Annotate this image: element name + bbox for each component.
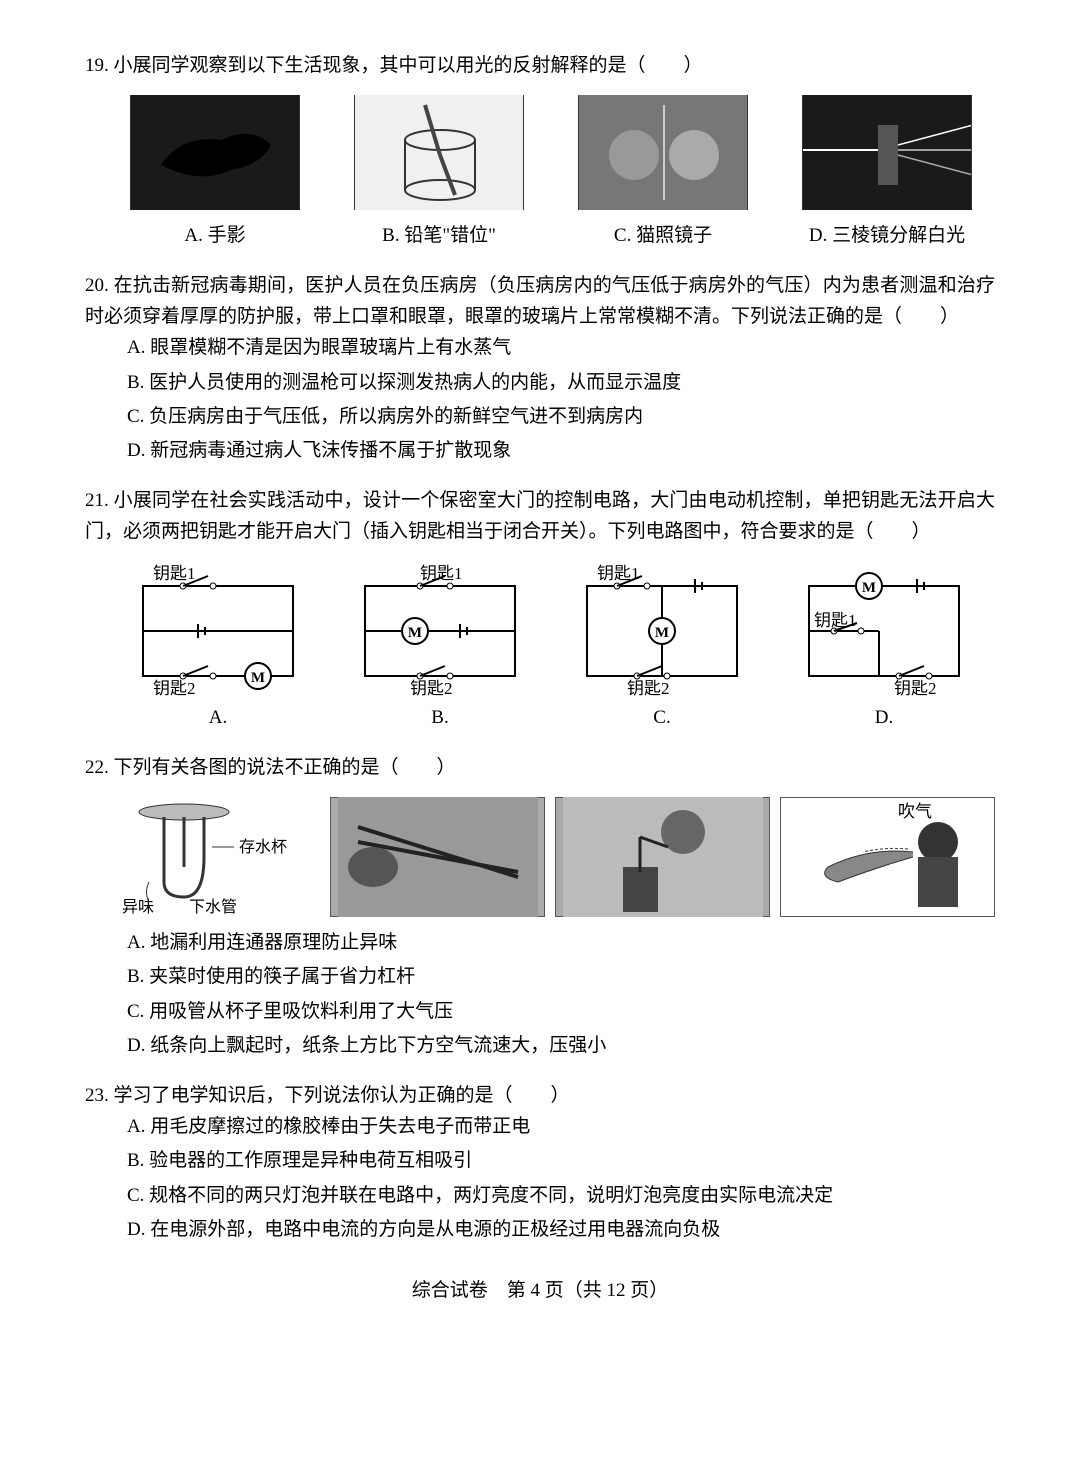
svg-text:M: M	[251, 670, 265, 686]
q23-number: 23.	[85, 1085, 109, 1106]
q23-options: A. 用毛皮摩擦过的橡胶棒由于失去电子而带正电 B. 验电器的工作原理是异种电荷…	[127, 1111, 995, 1245]
svg-text:M: M	[862, 580, 876, 596]
q19-opt-d: D. 三棱镜分解白光	[809, 220, 965, 251]
q23-opt-b: B. 验电器的工作原理是异种电荷互相吸引	[127, 1145, 995, 1176]
q22-opt-b: B. 夹菜时使用的筷子属于省力杠杆	[127, 961, 995, 992]
q19-opt-c: C. 猫照镜子	[614, 220, 712, 251]
q21-text: 小展同学在社会实践活动中，设计一个保密室大门的控制电路，大门由电动机控制，单把钥…	[85, 490, 995, 542]
straw-figure	[555, 797, 770, 917]
q20-text: 在抗击新冠病毒期间，医护人员在负压病房（负压病房内的气压低于病房外的气压）内为患…	[85, 275, 995, 327]
svg-text:下水管: 下水管	[189, 898, 237, 916]
blow-paper-figure: 吹气	[780, 797, 995, 917]
svg-text:异味: 异味	[122, 898, 154, 916]
svg-text:M: M	[408, 625, 422, 641]
q23-opt-c: C. 规格不同的两只灯泡并联在电路中，两灯亮度不同，说明灯泡亮度由实际电流决定	[127, 1180, 995, 1211]
svg-text:存水杯: 存水杯	[239, 838, 287, 856]
q21-circuit-d: M 钥匙1 钥匙2 D.	[773, 561, 995, 733]
q23-opt-a: A. 用毛皮摩擦过的橡胶棒由于失去电子而带正电	[127, 1111, 995, 1142]
q21-label-c: C.	[653, 702, 670, 733]
prism-image	[802, 95, 972, 210]
q21-circuit-c: 钥匙1 M 钥匙2 C.	[551, 561, 773, 733]
question-23-stem: 23. 学习了电学知识后，下列说法你认为正确的是（ ）	[85, 1080, 995, 1111]
q19-img-d: D. 三棱镜分解白光	[779, 95, 995, 251]
question-20: 20. 在抗击新冠病毒期间，医护人员在负压病房（负压病房内的气压低于病房外的气压…	[85, 270, 995, 467]
svg-text:钥匙1: 钥匙1	[814, 611, 857, 630]
q22-options: A. 地漏利用连通器原理防止异味 B. 夹菜时使用的筷子属于省力杠杆 C. 用吸…	[127, 927, 995, 1061]
q20-number: 20.	[85, 275, 109, 296]
shadow-hand-image	[130, 95, 300, 210]
q19-opt-b: B. 铅笔"错位"	[382, 220, 496, 251]
question-22: 22. 下列有关各图的说法不正确的是（ ） 存水杯 下水管 异味	[85, 752, 995, 1062]
svg-text:钥匙1: 钥匙1	[153, 564, 196, 583]
svg-text:钥匙2: 钥匙2	[894, 679, 937, 696]
circuit-c-diagram: 钥匙1 M 钥匙2	[567, 561, 757, 696]
q20-opt-b: B. 医护人员使用的测温枪可以探测发热病人的内能，从而显示温度	[127, 367, 995, 398]
svg-text:M: M	[655, 625, 669, 641]
question-20-stem: 20. 在抗击新冠病毒期间，医护人员在负压病房（负压病房内的气压低于病房外的气压…	[85, 270, 995, 333]
q19-img-b: B. 铅笔"错位"	[331, 95, 547, 251]
pencil-glass-image	[354, 95, 524, 210]
q23-text: 学习了电学知识后，下列说法你认为正确的是（ ）	[114, 1085, 570, 1106]
q21-label-a: A.	[209, 702, 227, 733]
q22-opt-c: C. 用吸管从杯子里吸饮料利用了大气压	[127, 996, 995, 1027]
cat-mirror-image	[578, 95, 748, 210]
q20-options: A. 眼罩模糊不清是因为眼罩玻璃片上有水蒸气 B. 医护人员使用的测温枪可以探测…	[127, 332, 995, 466]
circuit-a-diagram: 钥匙1 M 钥匙2	[123, 561, 313, 696]
q22-figures: 存水杯 下水管 异味 吹气	[107, 797, 995, 917]
circuit-b-diagram: 钥匙1 M 钥匙2	[345, 561, 535, 696]
q21-circuit-a: 钥匙1 M 钥匙2 A.	[107, 561, 329, 733]
svg-text:钥匙2: 钥匙2	[410, 679, 453, 696]
q21-label-b: B.	[431, 702, 448, 733]
question-22-stem: 22. 下列有关各图的说法不正确的是（ ）	[85, 752, 995, 783]
svg-text:钥匙2: 钥匙2	[627, 679, 670, 696]
question-21: 21. 小展同学在社会实践活动中，设计一个保密室大门的控制电路，大门由电动机控制…	[85, 485, 995, 734]
q19-number: 19.	[85, 55, 109, 76]
q21-circuit-b: 钥匙1 M 钥匙2 B.	[329, 561, 551, 733]
q23-opt-d: D. 在电源外部，电路中电流的方向是从电源的正极经过用电器流向负极	[127, 1214, 995, 1245]
q22-text: 下列有关各图的说法不正确的是（ ）	[114, 757, 456, 778]
q19-img-c: C. 猫照镜子	[555, 95, 771, 251]
q21-label-d: D.	[875, 702, 893, 733]
q20-opt-d: D. 新冠病毒通过病人飞沫传播不属于扩散现象	[127, 435, 995, 466]
q20-opt-c: C. 负压病房由于气压低，所以病房外的新鲜空气进不到病房内	[127, 401, 995, 432]
q19-opt-a: A. 手影	[184, 220, 245, 251]
chopsticks-figure	[330, 797, 545, 917]
question-23: 23. 学习了电学知识后，下列说法你认为正确的是（ ） A. 用毛皮摩擦过的橡胶…	[85, 1080, 995, 1246]
q22-number: 22.	[85, 757, 109, 778]
circuit-d-diagram: M 钥匙1 钥匙2	[789, 561, 979, 696]
q20-opt-a: A. 眼罩模糊不清是因为眼罩玻璃片上有水蒸气	[127, 332, 995, 363]
q22-opt-d: D. 纸条向上飘起时，纸条上方比下方空气流速大，压强小	[127, 1030, 995, 1061]
question-19: 19. 小展同学观察到以下生活现象，其中可以用光的反射解释的是（ ） A. 手影…	[85, 50, 995, 252]
page-footer: 综合试卷 第 4 页（共 12 页）	[85, 1275, 995, 1306]
q19-text: 小展同学观察到以下生活现象，其中可以用光的反射解释的是（ ）	[114, 55, 703, 76]
q22-opt-a: A. 地漏利用连通器原理防止异味	[127, 927, 995, 958]
q21-circuits: 钥匙1 M 钥匙2 A. 钥匙1 M	[107, 561, 995, 733]
question-19-stem: 19. 小展同学观察到以下生活现象，其中可以用光的反射解释的是（ ）	[85, 50, 995, 81]
svg-text:吹气: 吹气	[898, 802, 932, 821]
drain-figure: 存水杯 下水管 异味	[107, 797, 320, 917]
svg-text:钥匙1: 钥匙1	[420, 564, 463, 583]
q19-img-a: A. 手影	[107, 95, 323, 251]
q21-number: 21.	[85, 490, 109, 511]
question-21-stem: 21. 小展同学在社会实践活动中，设计一个保密室大门的控制电路，大门由电动机控制…	[85, 485, 995, 548]
q19-images: A. 手影 B. 铅笔"错位" C. 猫照镜子 D. 三棱镜分解白光	[107, 95, 995, 251]
svg-text:钥匙2: 钥匙2	[153, 679, 196, 696]
